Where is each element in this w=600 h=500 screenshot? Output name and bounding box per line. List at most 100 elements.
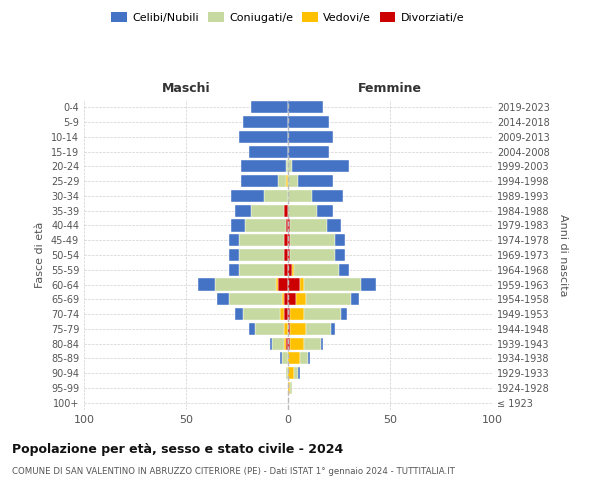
Bar: [320, 338, 323, 349]
Bar: [272, 338, 284, 349]
Bar: [231, 190, 263, 202]
Bar: [245, 220, 286, 232]
Bar: [251, 102, 288, 114]
Bar: [307, 293, 351, 306]
Bar: [286, 175, 288, 187]
Bar: [243, 308, 280, 320]
Bar: [304, 338, 320, 349]
Bar: [292, 264, 294, 276]
Bar: [288, 234, 290, 246]
Bar: [361, 278, 376, 290]
Bar: [288, 131, 333, 143]
Bar: [217, 293, 229, 306]
Bar: [339, 264, 349, 276]
Bar: [331, 323, 335, 335]
Bar: [290, 308, 304, 320]
Bar: [263, 190, 288, 202]
Bar: [278, 175, 286, 187]
Bar: [290, 220, 327, 232]
Bar: [288, 116, 329, 128]
Bar: [335, 234, 345, 246]
Bar: [288, 278, 300, 290]
Bar: [335, 249, 345, 261]
Bar: [284, 234, 288, 246]
Bar: [288, 175, 298, 187]
Bar: [276, 278, 278, 290]
Bar: [290, 338, 304, 349]
Bar: [298, 367, 300, 379]
Bar: [288, 102, 323, 114]
Bar: [239, 249, 284, 261]
Bar: [282, 293, 284, 306]
Bar: [280, 308, 284, 320]
Bar: [229, 264, 239, 276]
Bar: [284, 293, 288, 306]
Bar: [288, 204, 317, 217]
Bar: [288, 293, 296, 306]
Bar: [308, 352, 310, 364]
Bar: [288, 190, 313, 202]
Bar: [282, 352, 288, 364]
Bar: [278, 278, 288, 290]
Bar: [290, 382, 292, 394]
Bar: [290, 249, 335, 261]
Bar: [296, 293, 307, 306]
Bar: [288, 160, 292, 172]
Bar: [284, 323, 288, 335]
Bar: [313, 190, 343, 202]
Y-axis label: Anni di nascita: Anni di nascita: [558, 214, 568, 296]
Bar: [288, 352, 300, 364]
Text: Popolazione per età, sesso e stato civile - 2024: Popolazione per età, sesso e stato civil…: [12, 442, 343, 456]
Legend: Celibi/Nubili, Coniugati/e, Vedovi/e, Divorziati/e: Celibi/Nubili, Coniugati/e, Vedovi/e, Di…: [107, 8, 469, 28]
Bar: [235, 308, 243, 320]
Bar: [288, 367, 294, 379]
Y-axis label: Fasce di età: Fasce di età: [35, 222, 45, 288]
Bar: [284, 249, 288, 261]
Bar: [241, 175, 278, 187]
Bar: [229, 234, 239, 246]
Bar: [298, 175, 333, 187]
Bar: [229, 293, 282, 306]
Bar: [229, 249, 239, 261]
Bar: [286, 367, 288, 379]
Bar: [249, 146, 288, 158]
Bar: [198, 278, 215, 290]
Text: Maschi: Maschi: [161, 82, 211, 95]
Bar: [284, 204, 288, 217]
Bar: [288, 220, 290, 232]
Bar: [290, 323, 307, 335]
Bar: [243, 116, 288, 128]
Bar: [239, 264, 284, 276]
Bar: [286, 338, 288, 349]
Bar: [231, 220, 245, 232]
Bar: [304, 278, 361, 290]
Bar: [284, 308, 288, 320]
Bar: [327, 220, 341, 232]
Bar: [288, 249, 290, 261]
Bar: [351, 293, 359, 306]
Bar: [290, 234, 335, 246]
Bar: [317, 204, 333, 217]
Bar: [256, 323, 284, 335]
Bar: [288, 382, 290, 394]
Bar: [288, 338, 290, 349]
Bar: [239, 131, 288, 143]
Bar: [288, 264, 292, 276]
Bar: [286, 160, 288, 172]
Bar: [280, 352, 282, 364]
Bar: [284, 264, 288, 276]
Bar: [294, 367, 298, 379]
Bar: [292, 160, 349, 172]
Bar: [239, 234, 284, 246]
Text: COMUNE DI SAN VALENTINO IN ABRUZZO CITERIORE (PE) - Dati ISTAT 1° gennaio 2024 -: COMUNE DI SAN VALENTINO IN ABRUZZO CITER…: [12, 468, 455, 476]
Bar: [288, 146, 329, 158]
Bar: [307, 323, 331, 335]
Bar: [304, 308, 341, 320]
Bar: [235, 204, 251, 217]
Bar: [294, 264, 339, 276]
Bar: [286, 220, 288, 232]
Bar: [288, 323, 290, 335]
Bar: [300, 352, 308, 364]
Bar: [284, 338, 286, 349]
Bar: [215, 278, 276, 290]
